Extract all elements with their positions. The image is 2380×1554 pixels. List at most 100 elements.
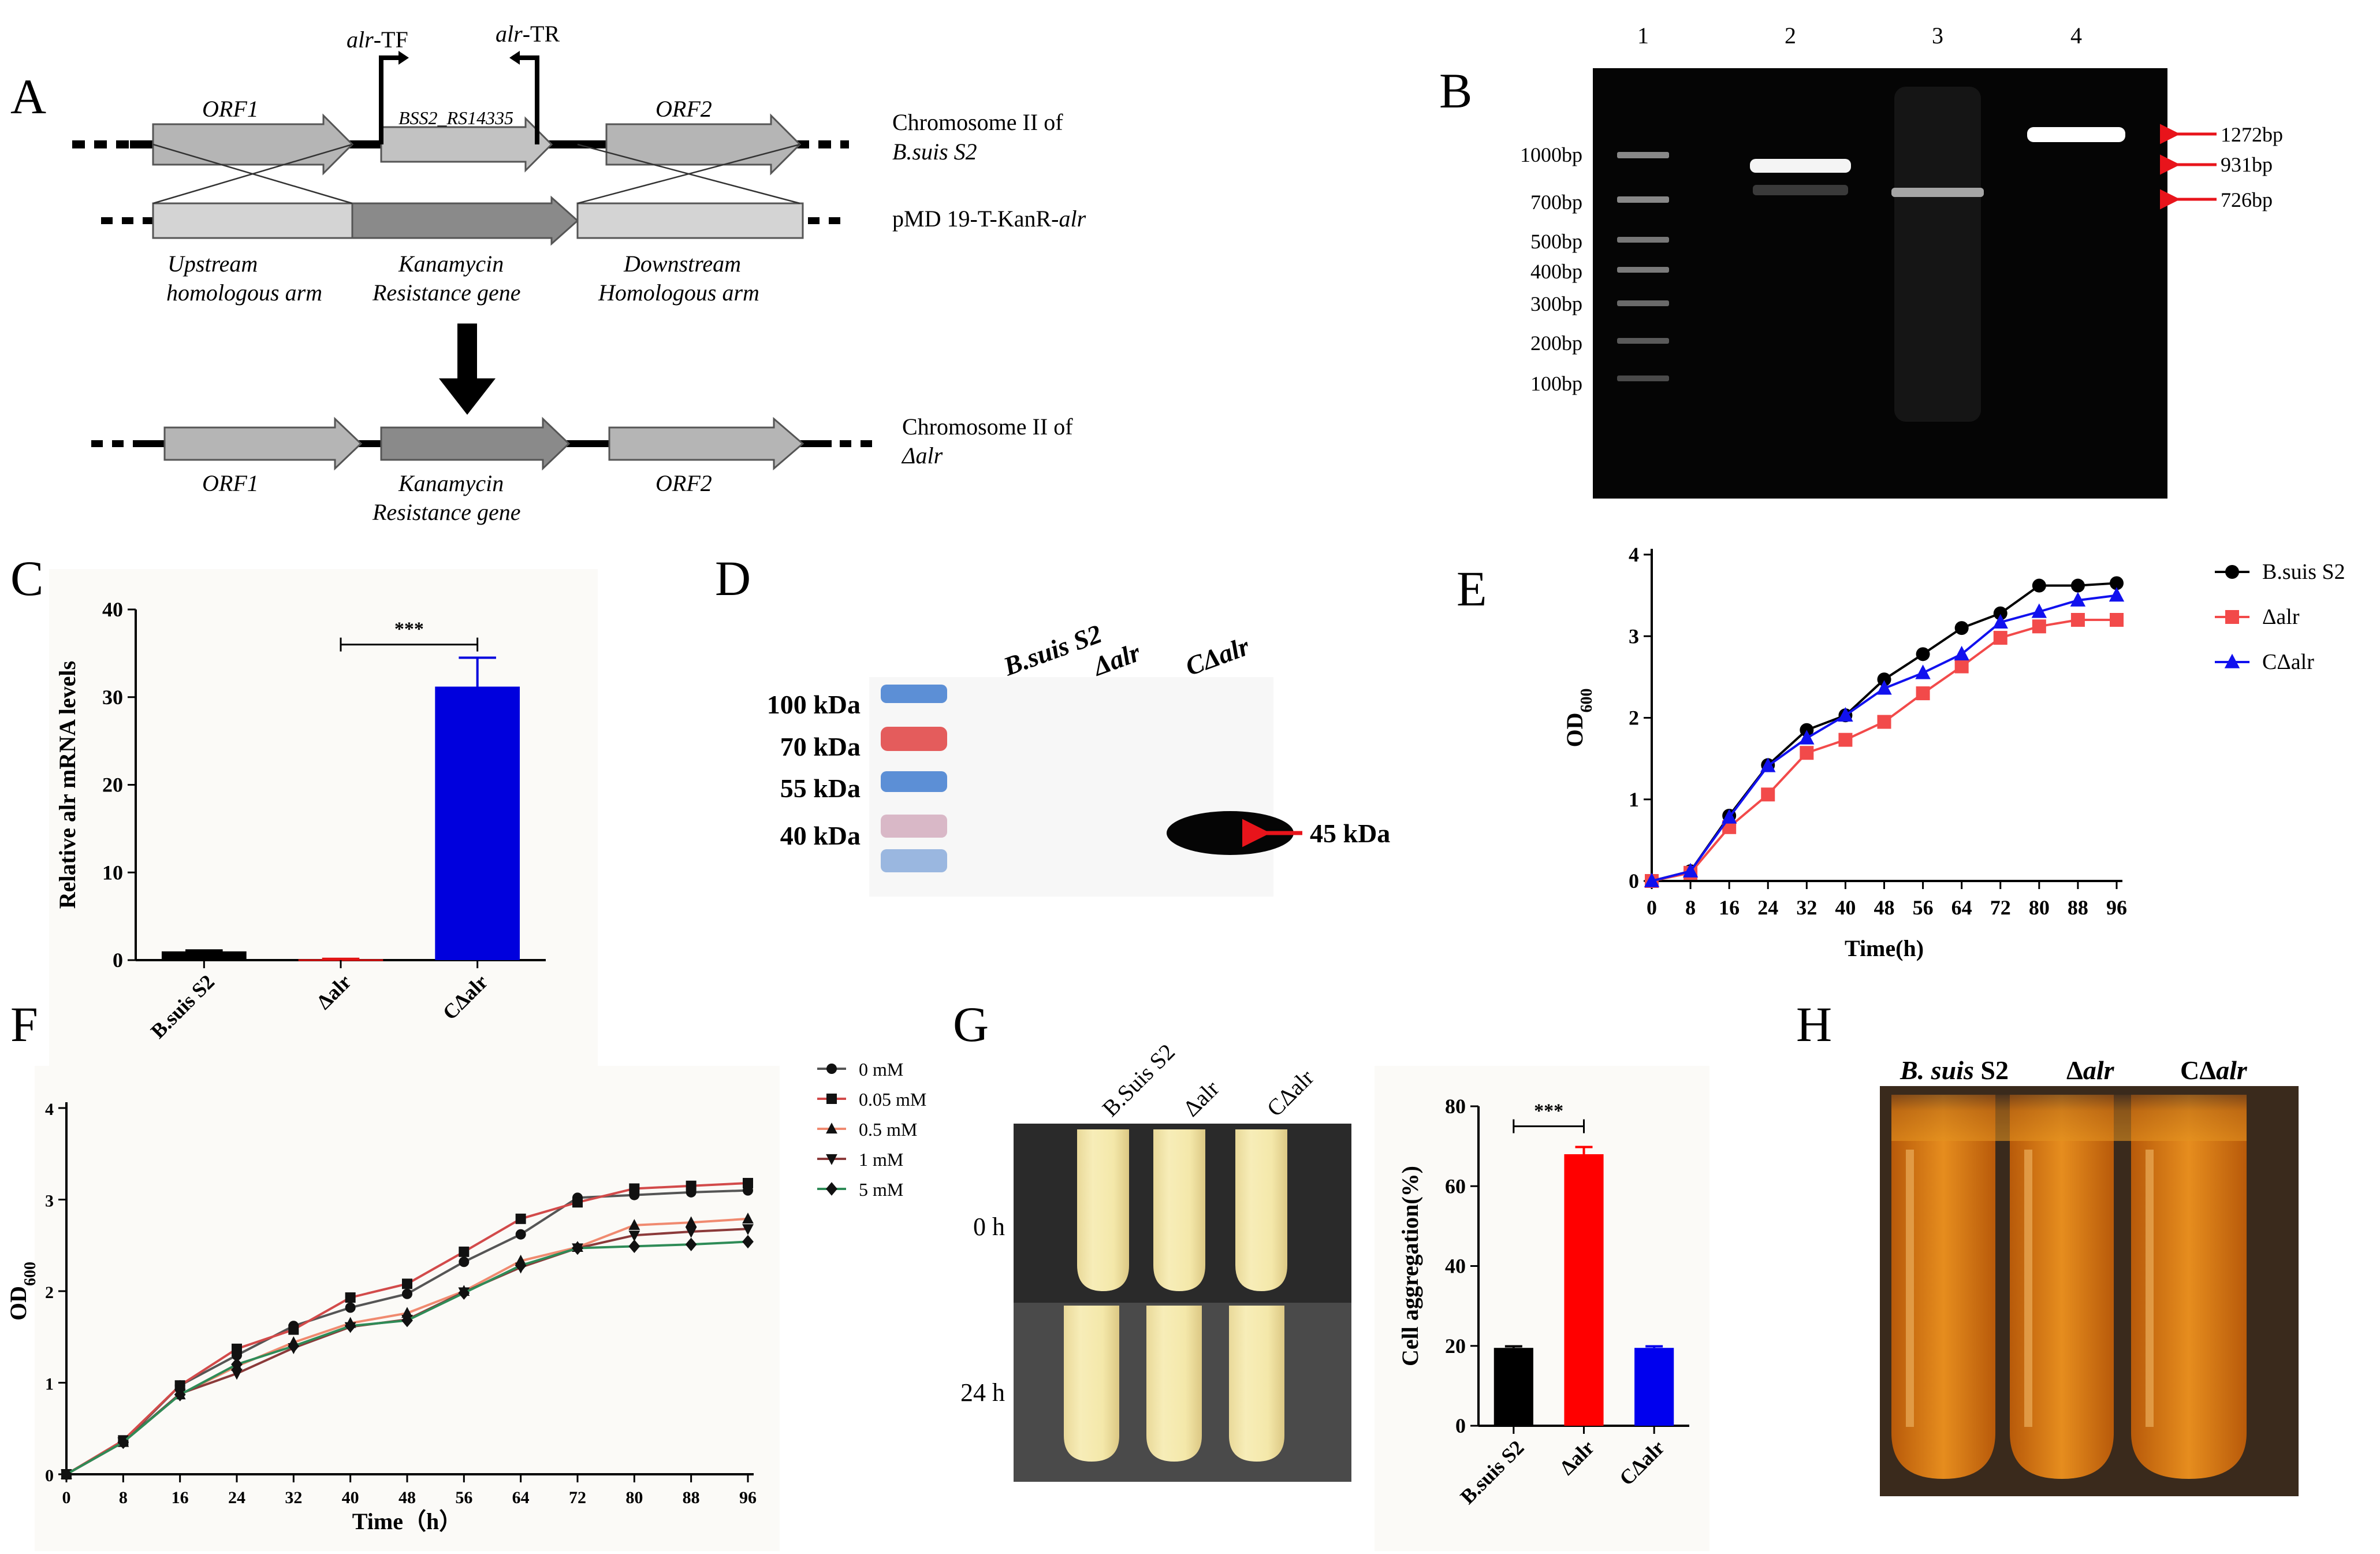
x-tick-label: 48 xyxy=(1874,896,1895,919)
y-tick-label: 40 xyxy=(102,598,123,621)
orf2-arrow xyxy=(605,113,802,176)
primer-reverse-label: alr-TR xyxy=(496,21,560,47)
blot-marker-label: 40 kDa xyxy=(780,821,861,850)
panel-label-c: C xyxy=(10,551,43,606)
data-point xyxy=(288,1324,299,1335)
panel-label-a: A xyxy=(10,69,46,124)
panel-a-diagram: ORF1 ORF2 BSS2_RS14335 alr-TF alr-TR Chr… xyxy=(72,21,1086,525)
bar xyxy=(161,951,247,960)
x-tick-label: 40 xyxy=(342,1488,359,1507)
tube-h-label: B. suis S2 xyxy=(1899,1055,2009,1085)
ladder-band xyxy=(1617,152,1669,158)
tube-h-label: Δalr xyxy=(2066,1055,2115,1085)
x-tick-label: 16 xyxy=(1719,896,1740,919)
ladder-label: 700bp xyxy=(1530,191,1582,214)
data-point xyxy=(1916,686,1930,701)
primer-reverse-head xyxy=(509,51,520,65)
data-point xyxy=(232,1343,242,1354)
y-tick-label: 4 xyxy=(45,1100,54,1119)
y-axis-label: OD600 xyxy=(5,1262,39,1321)
data-point xyxy=(459,1246,470,1257)
downstream-label-2: Homologous arm xyxy=(598,280,759,306)
data-point xyxy=(686,1180,697,1191)
blot-ladder-100 xyxy=(881,685,947,703)
blot-band-label: 45 kDa xyxy=(1310,819,1390,848)
ladder-band xyxy=(1617,376,1669,381)
tube-0h xyxy=(1235,1129,1287,1291)
tube-0h xyxy=(1077,1129,1129,1291)
bottom-kanamycin-label-2: Resistance gene xyxy=(372,499,521,525)
x-tick-label: 96 xyxy=(739,1488,757,1507)
band-label: 1272bp xyxy=(2221,123,2283,146)
data-point xyxy=(2032,619,2046,634)
data-point xyxy=(1915,664,1931,679)
data-point xyxy=(743,1177,753,1188)
x-tick-label: 0 xyxy=(62,1488,71,1507)
panel-b-gel: 1 2 3 4 1000bp 700bp 500bp 400bp 300bp 2… xyxy=(1520,23,2283,499)
bar xyxy=(298,959,383,961)
x-tick-label: 64 xyxy=(512,1488,530,1507)
data-point xyxy=(402,1278,412,1289)
y-tick-label: 30 xyxy=(102,686,123,709)
panel-label-d: D xyxy=(715,551,751,606)
data-point xyxy=(628,1219,640,1230)
blot-lane-label: CΔalr xyxy=(1182,631,1254,681)
lane-number: 2 xyxy=(1785,23,1796,49)
panel-label-g: G xyxy=(953,997,989,1052)
blot-ladder-55 xyxy=(881,771,947,792)
orf1-label: ORF1 xyxy=(202,96,259,122)
panel-d-blot: B.suis S2 Δalr CΔalr 100 kDa 70 kDa 55 k… xyxy=(767,619,1390,897)
blot-lane-label: B.suis S2 xyxy=(999,619,1105,682)
plasmid-label: pMD 19-T-KanR-alr xyxy=(892,206,1086,232)
data-point xyxy=(1993,631,2007,645)
target-gene-arrow xyxy=(380,116,553,173)
data-point xyxy=(2110,576,2124,590)
tube-h-highlight xyxy=(2024,1150,2032,1427)
x-tick-label: 56 xyxy=(1913,896,1934,919)
data-point xyxy=(288,1339,300,1353)
legend-marker xyxy=(826,1094,837,1104)
blot-ladder-lower xyxy=(881,849,947,872)
tube-label: Δalr xyxy=(1178,1076,1224,1122)
y-tick-label: 1 xyxy=(1629,788,1639,811)
legend-marker xyxy=(826,1154,837,1165)
ladder-band xyxy=(1617,237,1669,243)
x-tick-label: 96 xyxy=(2106,896,2127,919)
data-point xyxy=(742,1224,754,1236)
data-point xyxy=(459,1256,470,1267)
upstream-label-1: Upstream xyxy=(167,251,258,277)
band-label: 931bp xyxy=(2221,153,2273,176)
tube-h-highlight xyxy=(1906,1150,1914,1427)
blot-marker-label: 100 kDa xyxy=(767,690,861,719)
data-point xyxy=(1761,787,1775,802)
data-point xyxy=(1644,872,1660,887)
tube-24h xyxy=(1146,1306,1202,1462)
x-tick-label: 40 xyxy=(1835,896,1856,919)
data-point xyxy=(401,1314,413,1328)
data-point xyxy=(1682,862,1699,878)
downstream-label-1: Downstream xyxy=(623,251,741,277)
bottom-orf2-arrow xyxy=(608,417,804,471)
legend-label: 1 mM xyxy=(859,1149,903,1170)
bottom-kanamycin-label-1: Kanamycin xyxy=(398,470,504,496)
blot-ladder-70 xyxy=(881,727,947,751)
ladder-band xyxy=(1617,196,1669,203)
x-tick-label: 64 xyxy=(1951,896,1972,919)
ladder-band xyxy=(1617,338,1669,344)
y-tick-label: 60 xyxy=(1445,1174,1466,1198)
data-point xyxy=(344,1319,356,1333)
tube-h-meniscus xyxy=(1891,1095,2247,1141)
legend-marker xyxy=(2224,653,2240,668)
data-point xyxy=(2031,603,2047,618)
bottom-orf1-label: ORF1 xyxy=(202,470,259,496)
crossover-line xyxy=(152,143,353,205)
data-point xyxy=(685,1237,697,1251)
primer-reverse-marker xyxy=(520,55,539,144)
blot-marker-label: 70 kDa xyxy=(780,732,861,761)
data-point xyxy=(174,1380,185,1391)
chromosome-mut-strain: Δalr xyxy=(901,443,943,469)
bar xyxy=(1564,1154,1604,1426)
recombination-arrow-shaft xyxy=(457,324,477,381)
data-point xyxy=(2110,613,2124,627)
